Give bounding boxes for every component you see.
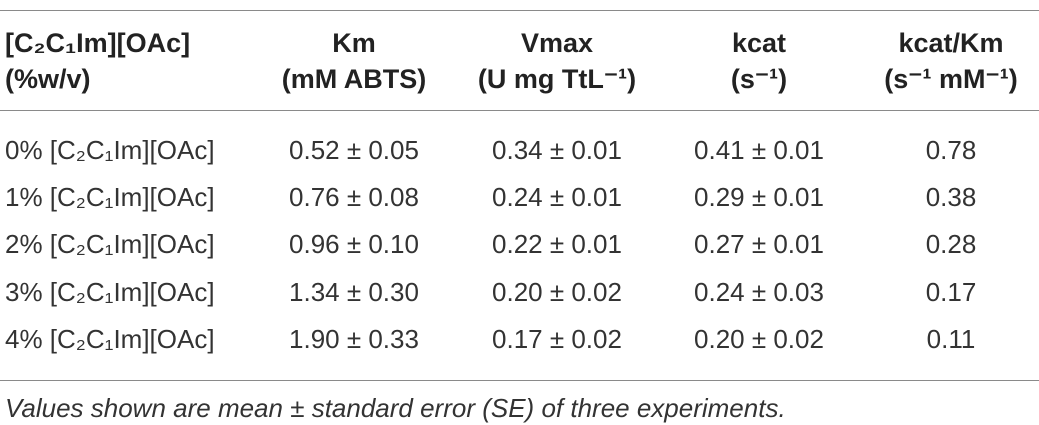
cell-condition: 1% [C₂C₁Im][OAc] <box>5 182 215 212</box>
cell-km: 0.76 ± 0.08 <box>289 182 419 212</box>
cell-condition: 2% [C₂C₁Im][OAc] <box>5 229 215 259</box>
header-km-line2: (mM ABTS) <box>281 64 427 94</box>
cell-kcat: 0.27 ± 0.01 <box>694 229 824 259</box>
cell-condition: 4% [C₂C₁Im][OAc] <box>5 324 215 354</box>
header-kcat-line1: kcat <box>731 28 787 58</box>
cell-kcat-km: 0.17 <box>925 277 977 307</box>
table-header-rule <box>0 110 1039 111</box>
header-condition-line2: (%w/v) <box>5 64 91 94</box>
header-kcat-line2: (s⁻¹) <box>730 64 788 94</box>
cell-vmax: 0.20 ± 0.02 <box>492 277 622 307</box>
cell-vmax: 0.22 ± 0.01 <box>492 229 622 259</box>
table-top-rule <box>0 10 1039 11</box>
table-bottom-rule <box>0 380 1039 381</box>
header-km-line1: Km <box>332 28 376 58</box>
cell-condition: 0% [C₂C₁Im][OAc] <box>5 135 215 165</box>
cell-kcat: 0.41 ± 0.01 <box>694 135 824 165</box>
cell-km: 1.34 ± 0.30 <box>289 277 419 307</box>
header-condition-line1: [C₂C₁Im][OAc] <box>5 28 191 58</box>
header-vmax-line2: (U mg TtL⁻¹) <box>477 64 637 94</box>
cell-vmax: 0.24 ± 0.01 <box>492 182 622 212</box>
cell-kcat: 0.20 ± 0.02 <box>694 324 824 354</box>
cell-vmax: 0.34 ± 0.01 <box>492 135 622 165</box>
header-kcat-km-line2: (s⁻¹ mM⁻¹) <box>884 64 1018 94</box>
cell-km: 0.52 ± 0.05 <box>289 135 419 165</box>
header-vmax-line1: Vmax <box>520 28 594 58</box>
table-footnote: Values shown are mean ± standard error (… <box>5 393 786 423</box>
cell-km: 1.90 ± 0.33 <box>289 324 419 354</box>
cell-kcat-km: 0.38 <box>925 182 977 212</box>
cell-kcat: 0.24 ± 0.03 <box>694 277 824 307</box>
cell-km: 0.96 ± 0.10 <box>289 229 419 259</box>
cell-kcat-km: 0.78 <box>925 135 977 165</box>
cell-condition: 3% [C₂C₁Im][OAc] <box>5 277 215 307</box>
header-kcat-km-line1: kcat/Km <box>898 28 1004 58</box>
cell-kcat-km: 0.28 <box>925 229 977 259</box>
cell-vmax: 0.17 ± 0.02 <box>492 324 622 354</box>
cell-kcat: 0.29 ± 0.01 <box>694 182 824 212</box>
cell-kcat-km: 0.11 <box>926 324 976 354</box>
